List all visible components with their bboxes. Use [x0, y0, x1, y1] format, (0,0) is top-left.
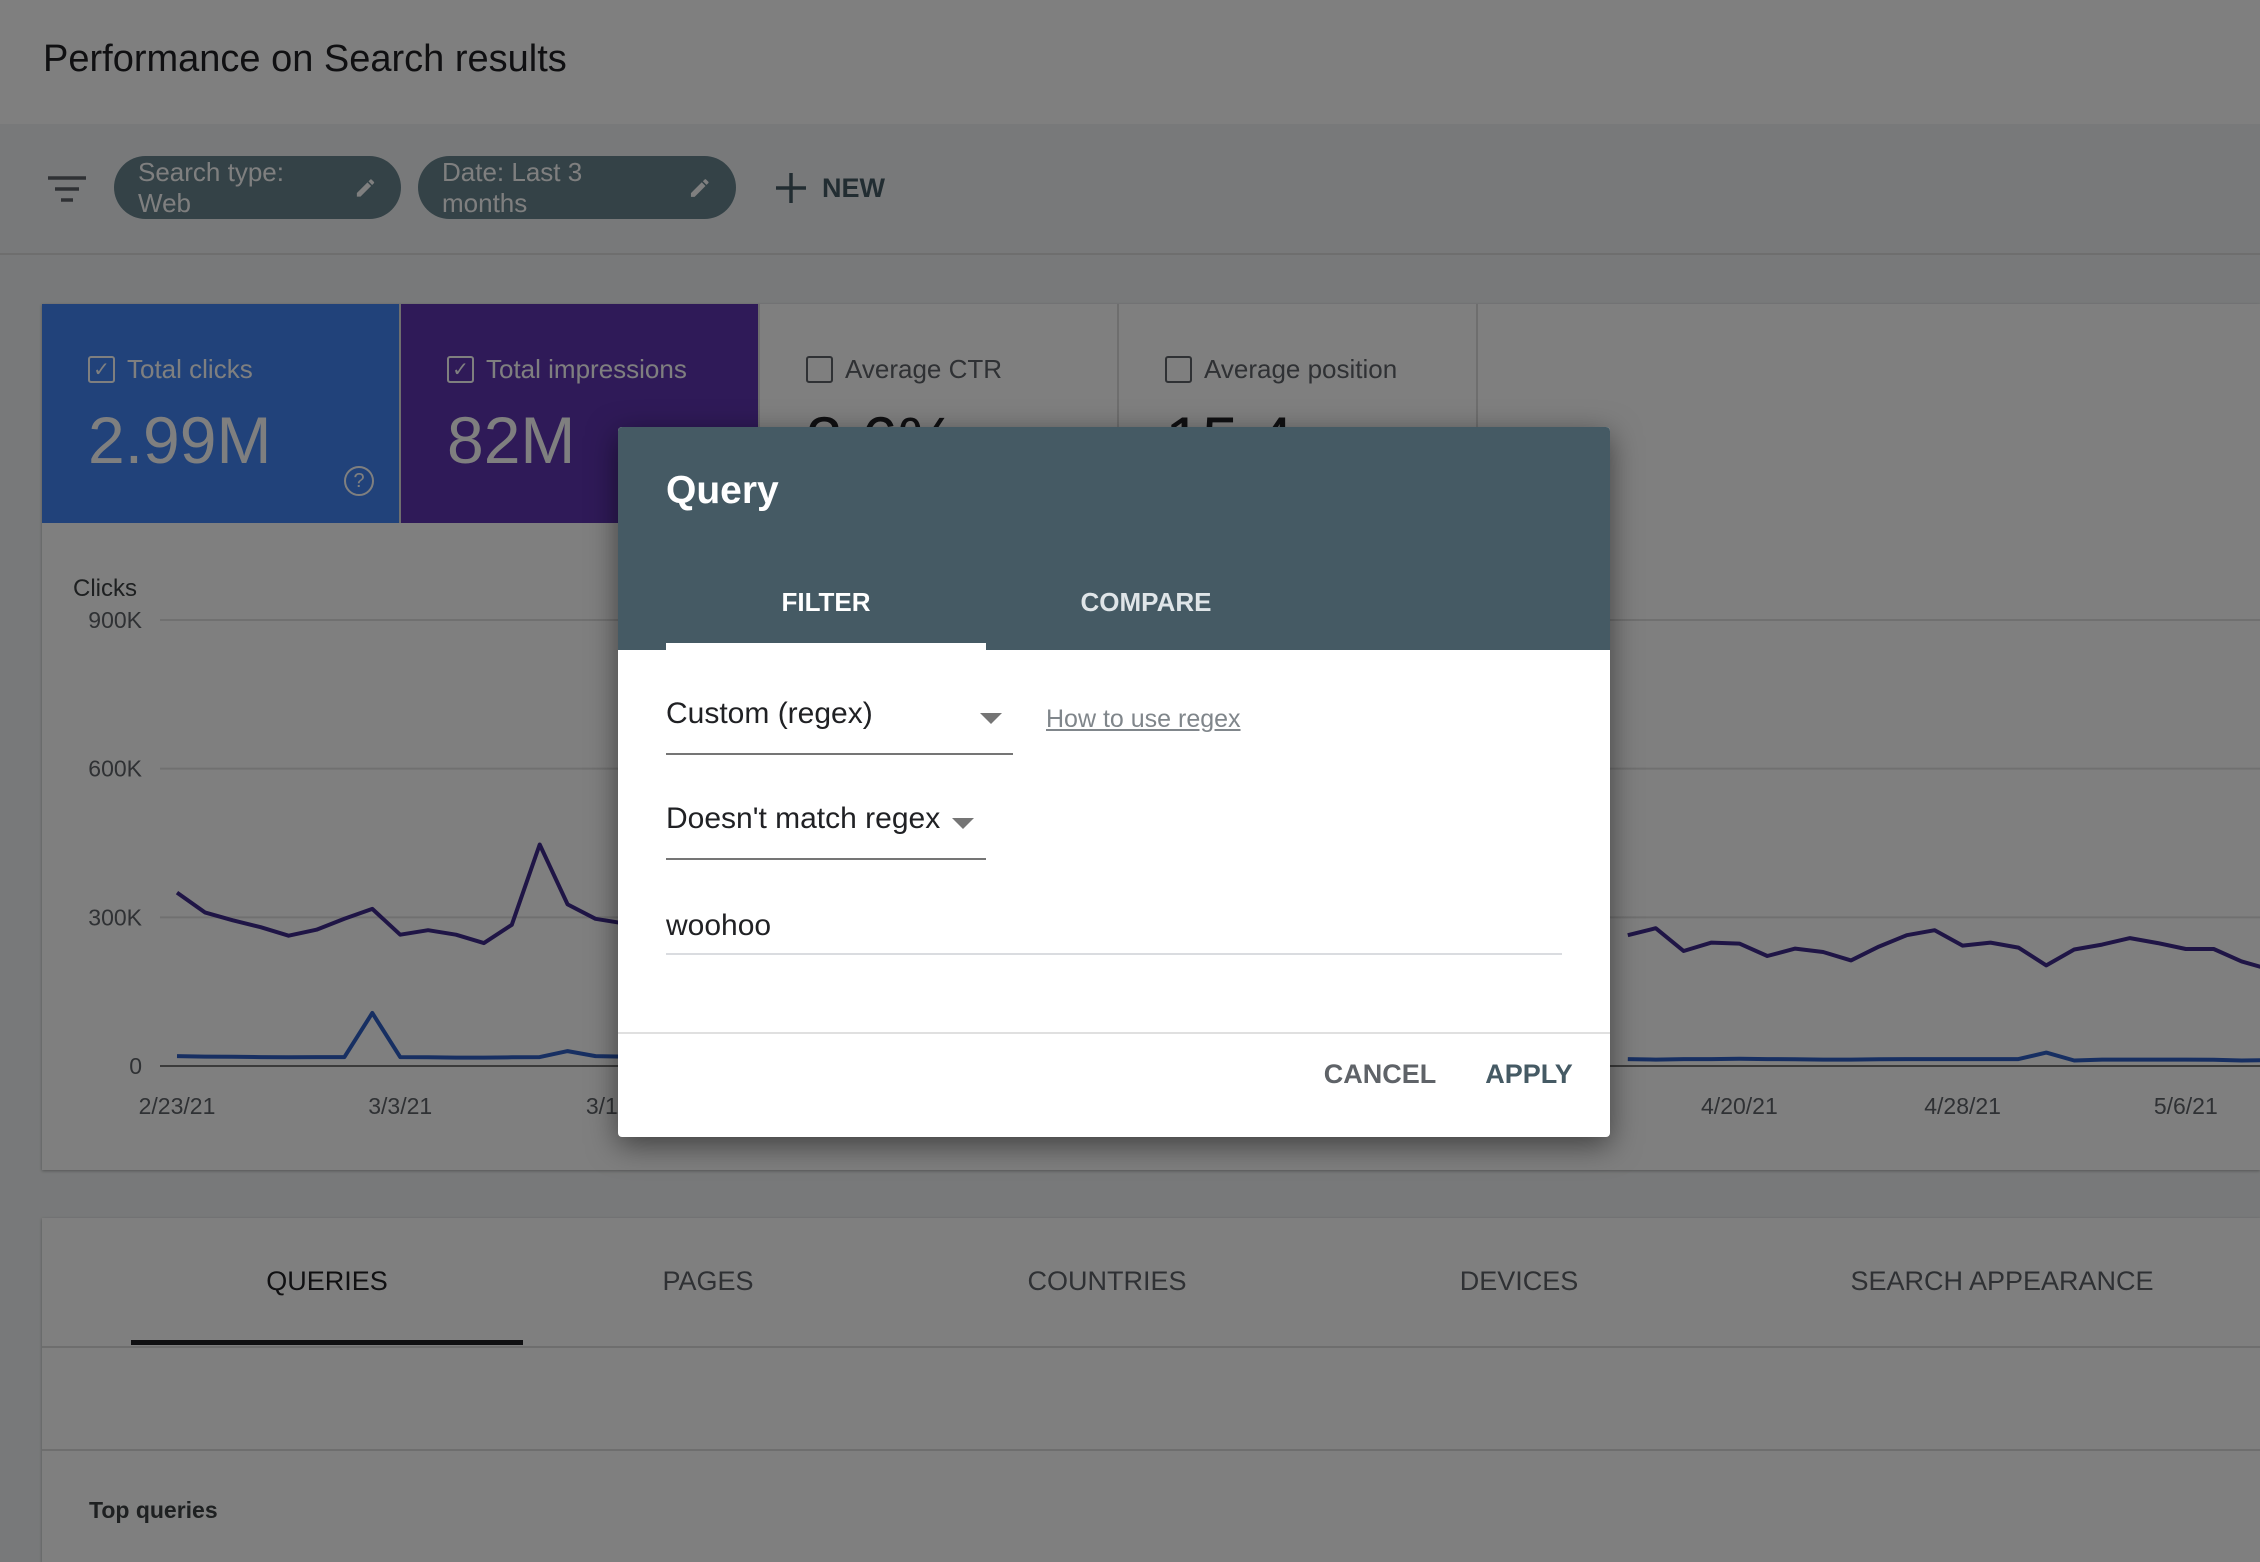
dialog-header: Query FILTER COMPARE — [618, 427, 1610, 650]
select-underline — [666, 753, 1013, 755]
dropdown-arrow-icon — [980, 713, 1002, 724]
dropdown-arrow-icon — [952, 818, 974, 829]
divider — [618, 1032, 1610, 1034]
regex-help-link[interactable]: How to use regex — [1046, 705, 1241, 733]
input-underline — [666, 953, 1562, 955]
tab-compare[interactable]: COMPARE — [1080, 587, 1212, 617]
match-type-select[interactable]: Custom (regex) — [666, 697, 1013, 755]
operator-select[interactable]: Doesn't match regex — [666, 802, 986, 862]
tab-filter[interactable]: FILTER — [781, 587, 871, 617]
select-underline — [666, 858, 986, 860]
regex-value-input[interactable]: woohoo — [666, 909, 1562, 957]
query-filter-dialog: Query FILTER COMPARE Custom (regex) How … — [618, 427, 1610, 1137]
cancel-button[interactable]: CANCEL — [1323, 1059, 1437, 1089]
input-value: woohoo — [666, 909, 772, 942]
select-value: Doesn't match regex — [666, 802, 941, 835]
apply-button[interactable]: APPLY — [1485, 1059, 1573, 1089]
select-value: Custom (regex) — [666, 697, 873, 730]
dialog-title: Query — [666, 469, 779, 512]
active-tab-indicator — [666, 643, 986, 650]
